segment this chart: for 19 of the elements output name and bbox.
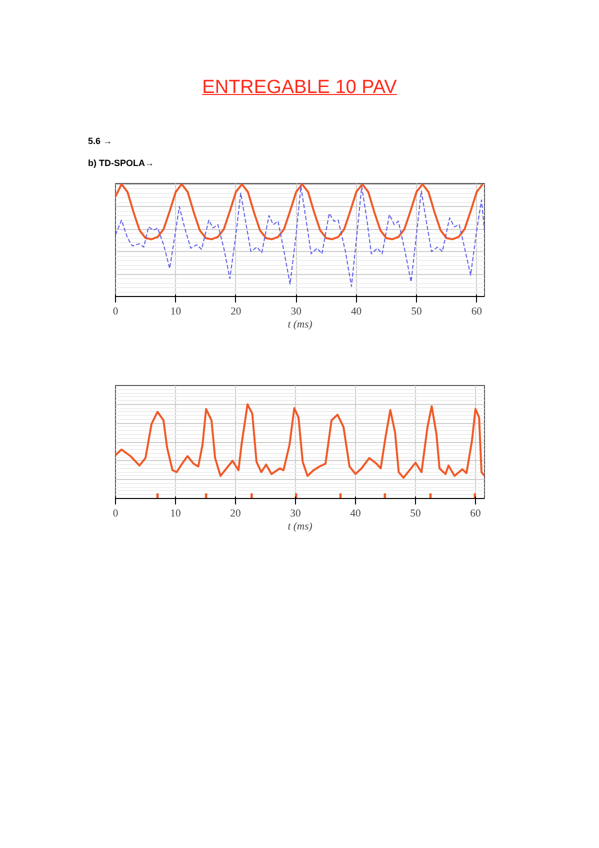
text: b) TD-SPOLA→: [88, 157, 155, 170]
x-tick-label: 60: [470, 508, 481, 520]
x-tick-label: 40: [350, 508, 361, 520]
x-tick-label: 10: [170, 508, 181, 520]
text: 5.6 →: [88, 135, 114, 148]
x-axis-title: t (ms): [288, 320, 313, 330]
x-tick-label: 30: [290, 508, 301, 520]
x-tick-label: 50: [411, 306, 422, 318]
x-axis-title: t (ms): [288, 522, 313, 532]
x-tick-label: 40: [350, 306, 362, 318]
x-tick-label: 0: [112, 306, 118, 318]
chart-title: ENTREGABLE 10 PAV: [201, 76, 398, 100]
x-tick-label: 50: [410, 508, 421, 520]
x-tick-label: 20: [230, 508, 241, 520]
x-tick-label: 10: [170, 306, 182, 318]
x-tick-label: 0: [112, 508, 118, 520]
x-tick-label: 30: [290, 306, 302, 318]
x-tick-label: 20: [230, 306, 242, 318]
x-tick-label: 60: [471, 306, 482, 318]
